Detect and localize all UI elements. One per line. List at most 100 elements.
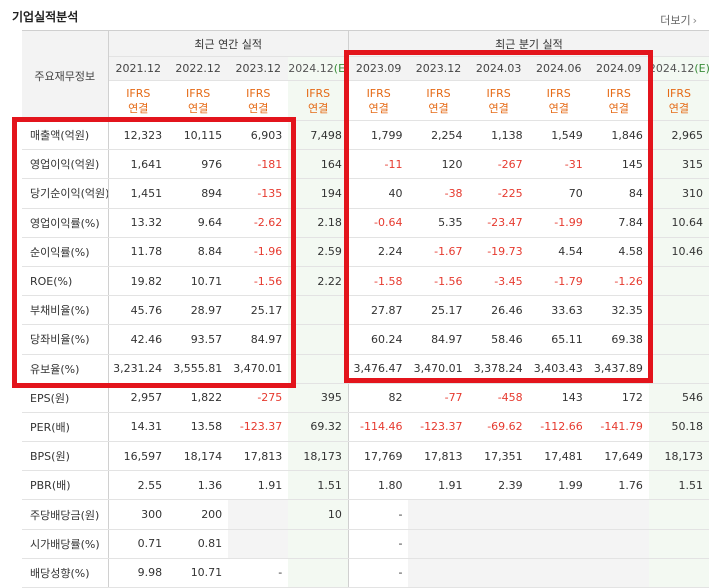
period-header: 2023.09 [347,56,409,81]
table-row: 주당배당금(원) 300 200 10- [22,499,709,530]
table-cell: 25.17 [228,295,289,326]
table-cell: -11 [347,149,409,180]
standard-header: IFRS 연결 [468,80,529,121]
period-header: 2023.12 [408,56,469,81]
standard-ifrs-label: IFRS [486,86,511,100]
row-label: EPS(원) [22,382,109,413]
standard-consolidated-label: 연결 [128,101,149,115]
table-cell: 7.84 [588,207,649,238]
table-row: PER(배) 14.31 13.58 -123.37 69.32 -114.46 -123.… [22,412,709,443]
standard-header: IFRS 연결 [228,80,289,121]
table-cell: 1.51 [648,470,709,501]
standard-header: IFRS 연결 [288,80,349,121]
table-cell: 18,174 [168,441,229,472]
table-cell: 3,231.24 [108,354,169,384]
standard-ifrs-label: IFRS [186,86,211,100]
table-cell: 395 [288,382,349,413]
table-cell: 1,846 [588,120,649,151]
row-label: 순이익률(%) [22,237,109,267]
table-cell [288,529,349,559]
table-cell: 6,903 [228,120,289,151]
table-cell: -38 [408,178,469,209]
standard-consolidated-label: 연결 [248,101,269,115]
table-cell: 17,769 [347,441,409,472]
period-header: 2024.03 [468,56,529,81]
table-cell [468,529,529,559]
table-cell: 10.71 [168,266,229,297]
table-cell: -1.79 [528,266,589,297]
table-cell [288,324,349,355]
table-cell: -141.79 [588,412,649,443]
standard-ifrs-label: IFRS [546,86,571,100]
table-cell: 18,173 [648,441,709,472]
row-label: PER(배) [22,412,109,443]
table-cell: 9.98 [108,558,169,588]
table-cell [468,558,529,588]
table-cell: -19.73 [468,237,529,267]
table-cell: -77 [408,382,469,413]
table-cell: 13.58 [168,412,229,443]
label-header: 주요재무정보 [22,30,109,121]
table-cell: 45.76 [108,295,169,326]
table-cell [228,499,289,530]
table-cell: 2.39 [468,470,529,501]
table-cell: 164 [288,149,349,180]
more-link[interactable]: 더보기 › [660,12,697,28]
table-row: 당기순이익(억원) 1,451 894 -135 194 40 -38 -225 70 84 310 [22,178,709,209]
table-cell [288,295,349,326]
period-header: 2024.06 [528,56,589,81]
table-cell: 300 [108,499,169,530]
standard-consolidated-label: 연결 [608,101,629,115]
table-cell: 200 [168,499,229,530]
standard-header: IFRS 연결 [528,80,589,121]
table-cell: 32.35 [588,295,649,326]
table-row: 부채비율(%) 45.76 28.97 25.17 27.87 25.17 26.46 33.… [22,295,709,326]
period-header: 2022.12 [168,56,229,81]
table-cell: - [347,529,409,559]
table-cell: 1,549 [528,120,589,151]
table-cell: 84.97 [228,324,289,355]
period-header: 2023.12 [228,56,289,81]
table-row: PBR(배) 2.55 1.36 1.91 1.51 1.80 1.91 2.39 1.99 1.… [22,470,709,501]
table-cell: 1,138 [468,120,529,151]
table-cell [228,529,289,559]
table-cell: 2,254 [408,120,469,151]
standard-ifrs-label: IFRS [305,86,331,100]
period-header: 2021.12 [108,56,169,81]
standard-header: IFRS 연결 [108,80,169,121]
table-cell: 58.46 [468,324,529,355]
row-label: ROE(%) [22,266,109,297]
table-cell: 17,481 [528,441,589,472]
table-cell [408,558,469,588]
table-cell: 1.51 [288,470,349,501]
table-cell: 2.24 [347,237,409,267]
table-cell: 40 [347,178,409,209]
row-label: 영업이익률(%) [22,207,109,238]
table-cell: 2.59 [288,237,349,267]
table-cell: 172 [588,382,649,413]
chevron-right-icon: › [692,14,697,27]
table-cell: -275 [228,382,289,413]
row-label: 당기순이익(억원) [22,178,109,209]
table-cell: -2.62 [228,207,289,238]
table-row: 당좌비율(%) 42.46 93.57 84.97 60.24 84.97 58.46 65.… [22,324,709,355]
table-cell: 3,437.89 [588,354,649,384]
table-cell: 310 [648,178,709,209]
table-cell: 1.91 [228,470,289,501]
table-cell: 17,813 [408,441,469,472]
table-cell [528,529,589,559]
table-cell: 1.91 [408,470,469,501]
row-label: 당좌비율(%) [22,324,109,355]
table-cell: -1.99 [528,207,589,238]
table-cell: -112.66 [528,412,589,443]
table-cell: 1.76 [588,470,649,501]
table-cell: 70 [528,178,589,209]
table-cell: -1.67 [408,237,469,267]
table-row: ROE(%) 19.82 10.71 -1.56 2.22 -1.58 -1.56 -3.45… [22,266,709,297]
standard-header: IFRS 연결 [648,80,709,121]
table-cell: 18,173 [288,441,349,472]
standard-consolidated-label: 연결 [488,101,509,115]
table-row: 시가배당률(%) 0.71 0.81 - [22,529,709,559]
row-label: 매출액(억원) [22,120,109,151]
standard-consolidated-label: 연결 [307,101,329,115]
